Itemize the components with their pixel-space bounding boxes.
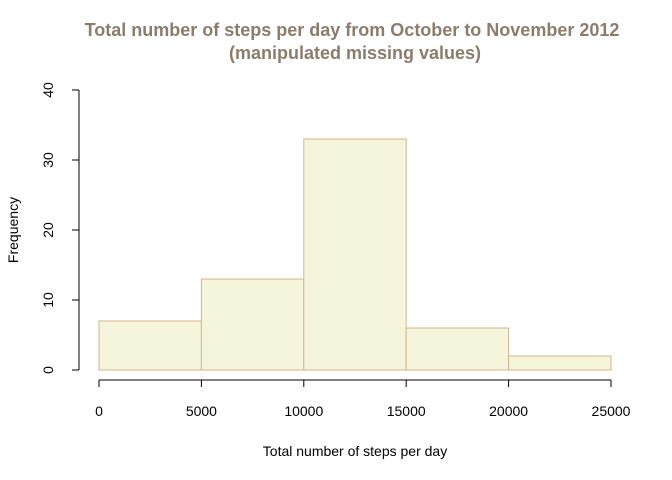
y-tick-label: 10 bbox=[40, 292, 56, 308]
bars-group bbox=[98, 138, 612, 371]
bar-1 bbox=[200, 278, 305, 371]
y-axis-label: Frequency bbox=[5, 197, 21, 263]
chart-subtitle: (manipulated missing values) bbox=[229, 43, 481, 63]
chart-title: Total number of steps per day from Octob… bbox=[85, 20, 620, 40]
y-tick-label: 20 bbox=[40, 222, 56, 238]
y-tick-label: 0 bbox=[40, 366, 56, 374]
x-axis-label: Total number of steps per day bbox=[263, 443, 447, 459]
bar-4 bbox=[508, 355, 612, 371]
x-tick-label: 25000 bbox=[592, 403, 631, 419]
x-tick-label: 20000 bbox=[489, 403, 528, 419]
y-tick-label: 40 bbox=[40, 82, 56, 98]
y-tick-label: 30 bbox=[40, 152, 56, 168]
bar-0 bbox=[98, 320, 202, 371]
x-tick-label: 15000 bbox=[387, 403, 426, 419]
x-tick-label: 5000 bbox=[186, 403, 217, 419]
x-ticks-group: 0 5000 10000 15000 20000 25000 bbox=[95, 380, 631, 419]
x-tick-label: 0 bbox=[95, 403, 103, 419]
bar-3 bbox=[405, 327, 510, 371]
x-tick-label: 10000 bbox=[284, 403, 323, 419]
bar-2 bbox=[303, 138, 407, 371]
y-ticks-group: 0 10 20 30 40 bbox=[40, 82, 79, 374]
